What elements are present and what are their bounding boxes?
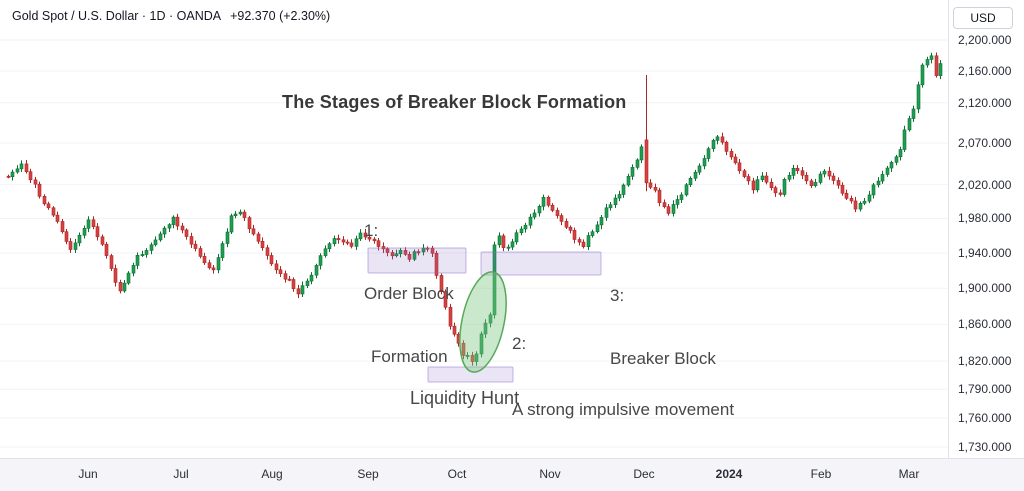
grid-group — [0, 39, 948, 448]
price-axis-label: 2,160.000 — [958, 64, 1012, 79]
impulse-ellipse[interactable] — [452, 268, 514, 377]
time-axis-label: Dec — [633, 467, 655, 481]
time-axis[interactable]: Jun Jul Aug Sep Oct Nov Dec 2024 Feb Mar — [0, 458, 1024, 491]
step3-number: 3: — [610, 286, 625, 305]
step2-number: 2: — [512, 334, 527, 353]
currency-badge[interactable]: USD — [953, 7, 1013, 29]
price-axis-label: 1,820.000 — [958, 354, 1012, 369]
step3-line1: Breaker Block — [610, 349, 716, 368]
chart-title-annotation[interactable]: The Stages of Breaker Block Formation — [282, 92, 627, 112]
price-axis-label: 2,120.000 — [958, 95, 1012, 110]
price-axis-label: 2,200.000 — [958, 33, 1012, 47]
price-axis[interactable]: USD 2,200.000 2,160.000 2,120.000 2,070.000… — [948, 0, 1024, 458]
price-axis-label: 2,070.000 — [958, 136, 1012, 151]
time-axis-label: Jun — [78, 467, 98, 481]
time-axis-label: Sep — [357, 467, 379, 481]
step1-line1: Order Block — [364, 284, 454, 303]
price-axis-label: 1,940.000 — [958, 246, 1012, 260]
liquidity-hunt-annotation[interactable]: Liquidity Hunt — [410, 388, 520, 408]
step2-line1: A strong impulsive movement — [512, 400, 735, 419]
price-axis-label: 1,790.000 — [958, 382, 1012, 397]
breaker-block-annotation[interactable]: 3: Breaker Block — [610, 243, 716, 411]
price-axis-label: 1,980.000 — [958, 211, 1012, 226]
time-axis-label: 2024 — [715, 467, 743, 481]
candlestick-series — [6, 52, 943, 366]
step1-line2: Formation — [371, 347, 448, 366]
time-axis-label: Mar — [898, 467, 920, 481]
order-block-zone[interactable] — [367, 247, 467, 274]
price-axis-label: 2,020.000 — [958, 177, 1012, 192]
time-axis-label: Oct — [447, 467, 467, 481]
drawing-overlays — [367, 247, 602, 383]
price-axis-label: 1,860.000 — [958, 317, 1012, 332]
price-change: +92.370 (+2.30%) — [230, 9, 331, 23]
order-block-annotation[interactable]: 1: Order Block Formation — [364, 178, 454, 409]
price-axis-label: 1,900.000 — [958, 281, 1012, 296]
symbol-title[interactable]: Gold Spot / U.S. Dollar · 1D · OANDA — [12, 9, 222, 23]
candlestick-plot[interactable] — [0, 0, 948, 458]
time-axis-label: Nov — [539, 467, 561, 481]
time-axis-label: Feb — [810, 467, 832, 481]
liquidity-hunt-zone[interactable] — [427, 366, 514, 383]
time-axis-label: Aug — [261, 467, 283, 481]
price-axis-label: 1,760.000 — [958, 410, 1012, 425]
time-axis-label: Jul — [173, 467, 189, 481]
symbol-legend[interactable]: Gold Spot / U.S. Dollar · 1D · OANDA +92.… — [12, 9, 330, 23]
price-axis-label: 1,730.000 — [958, 440, 1012, 455]
breaker-block-zone[interactable] — [480, 251, 602, 276]
step1-number: 1: — [364, 221, 379, 240]
